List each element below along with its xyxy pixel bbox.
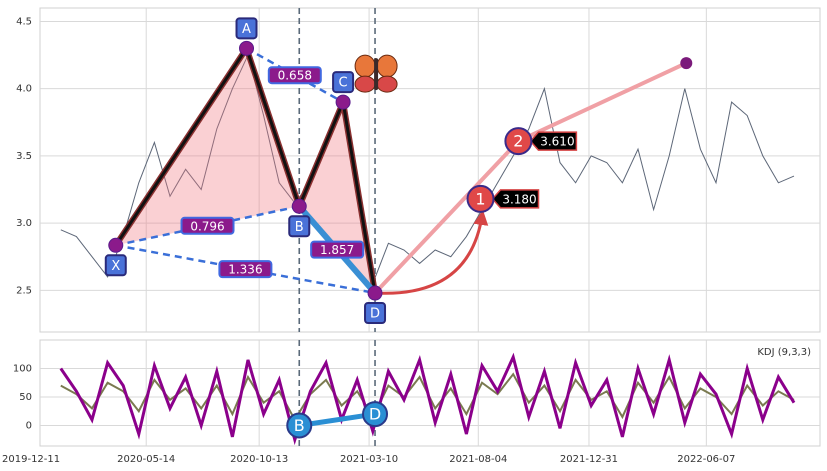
price-line [60, 53, 795, 286]
y-tick-label: 3.0 [16, 218, 32, 229]
ratio-box [218, 260, 273, 279]
point-box [364, 302, 387, 325]
ratio-label: 1.857 [320, 243, 354, 257]
pattern-triangle [115, 48, 300, 246]
point-label: C [339, 76, 348, 91]
x-tick-label: 2021-03-10 [340, 454, 398, 465]
point-label: A [242, 22, 251, 37]
x-tick-label: 2021-08-04 [449, 454, 507, 465]
x-tick-label: 2020-05-14 [117, 454, 175, 465]
kdj-marker [362, 401, 389, 428]
ratio-label: 0.796 [190, 219, 224, 233]
pattern-point [239, 40, 255, 56]
point-box [104, 254, 127, 277]
price-panel [39, 7, 821, 333]
value-label: 3.180 [502, 192, 536, 206]
ratio-box [310, 240, 365, 259]
point-box [235, 17, 258, 40]
y-tick-label: 50 [19, 392, 32, 403]
value-label: 3.610 [540, 135, 574, 149]
x-tick-label: 2019-12-11 [2, 454, 60, 465]
y-tick-label: 3.5 [16, 151, 32, 162]
kdj-line [59, 352, 796, 446]
target-point [680, 57, 693, 70]
projection-point [504, 127, 533, 156]
butterfly-wing [354, 54, 376, 78]
x-tick-label: 2021-12-31 [560, 454, 618, 465]
point-box [332, 71, 355, 94]
butterfly-wing [354, 75, 376, 93]
point-label: B [295, 220, 304, 235]
y-tick-label: 0 [26, 420, 32, 431]
y-tick-label: 4.0 [16, 84, 32, 95]
pattern-point [367, 285, 383, 301]
pattern-leg [114, 47, 248, 247]
point-box [288, 215, 311, 238]
ratio-box [180, 216, 235, 235]
pattern-leg [297, 101, 345, 207]
projection-label: 2 [513, 132, 523, 151]
point-label: X [111, 259, 120, 274]
kdj-panel [39, 339, 821, 447]
pattern-leg [115, 205, 300, 247]
value-flag [529, 131, 578, 151]
pattern-leg [245, 47, 301, 207]
y-tick-label: 2.5 [16, 285, 32, 296]
butterfly-body [374, 58, 379, 91]
ratio-box [267, 66, 322, 85]
pattern-leg [115, 244, 376, 295]
x-tick-label: 2020-10-13 [230, 454, 288, 465]
ratio-label: 1.336 [228, 263, 262, 277]
kdj-marker-label: B [294, 416, 305, 435]
kdj-title: KDJ (9,3,3) [757, 347, 811, 358]
kdj-marker [286, 412, 313, 439]
y-tick-label: 100 [13, 363, 32, 374]
projection-label: 1 [475, 189, 485, 208]
butterfly-wing [376, 75, 398, 93]
pattern-point [291, 198, 307, 214]
kdj-marker-label: D [369, 405, 381, 424]
pattern-point [335, 94, 351, 110]
y-tick-label: 4.5 [16, 16, 32, 27]
pattern-leg [245, 47, 344, 104]
pattern-leg [341, 101, 377, 294]
ratio-label: 0.658 [278, 69, 312, 83]
butterfly-wing [376, 54, 398, 78]
projection-arrow [374, 209, 489, 295]
value-flag [491, 189, 540, 209]
point-label: D [370, 307, 380, 322]
pattern-point [108, 237, 124, 253]
projection-point [466, 184, 495, 213]
x-tick-label: 2022-06-07 [677, 454, 735, 465]
